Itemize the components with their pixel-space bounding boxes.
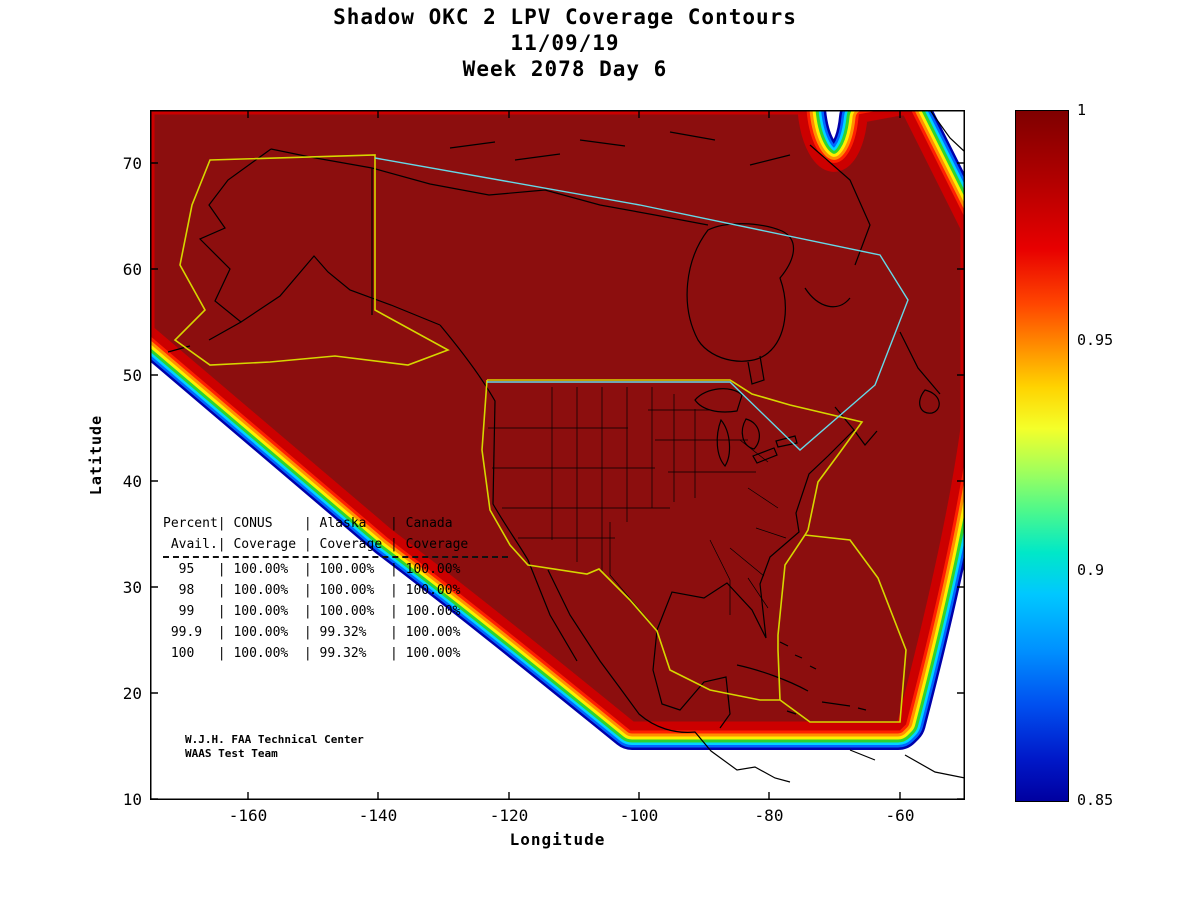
coverage-table-row: 100 | 100.00% | 99.32% | 100.00% <box>163 646 461 661</box>
coverage-table-row: 98 | 100.00% | 100.00% | 100.00% <box>163 583 461 598</box>
conus-boundary-outline <box>481 379 907 723</box>
alaska-boundary-outline <box>173 154 450 366</box>
y-tick-label: 60 <box>122 260 142 279</box>
coverage-contour-map <box>150 110 965 800</box>
x-tick-label: -100 <box>619 806 659 825</box>
coverage-table-header1: Percent| CONUS | Alaska | Canada <box>163 516 453 531</box>
y-tick-label: 40 <box>122 472 142 491</box>
credit-line1: W.J.H. FAA Technical Center <box>185 733 364 746</box>
coastlines <box>167 110 965 783</box>
coverage-table-overlay: Percent| CONUS | Alaska | Canada Avail.|… <box>163 513 508 664</box>
colorbar-tick-label: 0.95 <box>1077 331 1114 349</box>
axis-tick-marks <box>150 110 965 800</box>
y-tick-label: 10 <box>122 790 142 809</box>
credit-line2: WAAS Test Team <box>185 747 278 760</box>
colorbar-tick-label: 0.85 <box>1077 791 1114 809</box>
credit-text: W.J.H. FAA Technical Center WAAS Test Te… <box>185 733 364 761</box>
map-plot-area <box>150 110 965 800</box>
x-axis-label: Longitude <box>509 830 606 849</box>
chart-title-line2: 11/09/19 <box>510 31 620 55</box>
colorbar-tick-label: 1 <box>1077 101 1087 119</box>
y-axis-label: Latitude <box>87 414 105 496</box>
x-tick-label: -60 <box>885 806 915 825</box>
coverage-table-header2: Avail.| Coverage | Coverage | Coverage <box>163 537 469 552</box>
coverage-table-separator <box>163 556 508 558</box>
x-tick-label: -80 <box>754 806 784 825</box>
y-tick-label: 70 <box>122 154 142 173</box>
x-tick-label: -160 <box>228 806 268 825</box>
y-tick-label: 50 <box>122 366 142 385</box>
coverage-table-row: 99 | 100.00% | 100.00% | 100.00% <box>163 604 461 619</box>
x-tick-label: -140 <box>358 806 398 825</box>
service-volume-line <box>374 157 909 451</box>
colorbar-tick-label: 0.9 <box>1077 561 1105 579</box>
colorbar <box>1015 110 1069 802</box>
plot-border <box>150 110 965 800</box>
y-tick-label: 30 <box>122 578 142 597</box>
coverage-table-row: 99.9 | 100.00% | 99.32% | 100.00% <box>163 625 461 640</box>
coverage-table-row: 95 | 100.00% | 100.00% | 100.00% <box>163 562 461 577</box>
chart-title-line3: Week 2078 Day 6 <box>462 57 668 81</box>
chart-title-line1: Shadow OKC 2 LPV Coverage Contours <box>333 5 797 29</box>
y-tick-label: 20 <box>122 684 142 703</box>
chart-title-block: Shadow OKC 2 LPV Coverage Contours 11/09… <box>0 4 1130 82</box>
x-tick-label: -120 <box>489 806 529 825</box>
coverage-blob <box>150 110 965 750</box>
